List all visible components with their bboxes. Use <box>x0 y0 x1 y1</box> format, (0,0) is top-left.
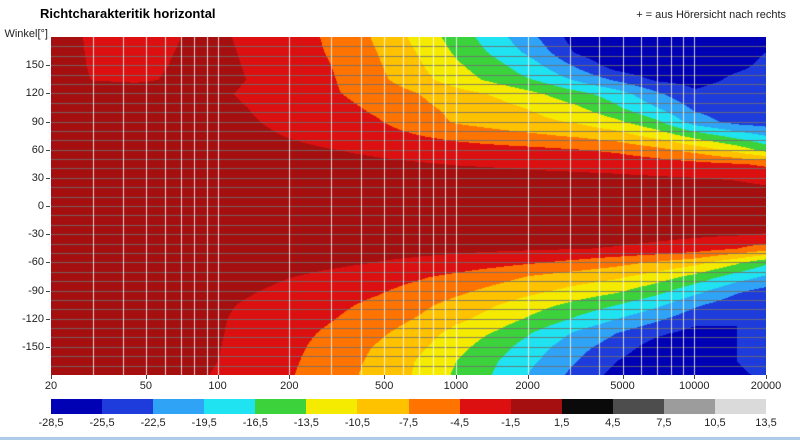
legend-swatch <box>204 399 256 414</box>
x-tick-mark <box>456 375 457 379</box>
y-tick-mark <box>46 92 50 94</box>
x-tick-mark <box>694 375 695 379</box>
y-tick-mark <box>46 177 50 179</box>
heatmap-canvas <box>51 37 766 375</box>
legend-swatch <box>510 399 562 414</box>
legend-label: -10,5 <box>344 417 370 429</box>
y-tick-label: -150 <box>21 340 44 353</box>
legend-label: -4,5 <box>450 417 470 429</box>
x-tick-label: 1000 <box>443 380 469 392</box>
legend-label: -7,5 <box>399 417 418 429</box>
legend-swatch <box>561 399 613 414</box>
legend-swatch <box>663 399 716 414</box>
x-tick-mark <box>146 375 147 379</box>
x-tick-mark <box>528 375 529 379</box>
x-tick-mark <box>623 375 624 379</box>
heatmap-plot-area <box>51 37 766 375</box>
window-bottom-border <box>0 437 800 440</box>
y-tick-label: 0 <box>37 200 44 212</box>
x-tick-label: 2000 <box>515 380 540 392</box>
x-tick-mark <box>289 375 290 379</box>
legend-swatch <box>306 399 358 414</box>
y-tick-mark <box>46 233 50 235</box>
y-tick-label: 150 <box>25 59 44 72</box>
y-tick-mark <box>46 64 50 66</box>
y-tick-label: -120 <box>21 312 44 325</box>
legend-swatch <box>51 399 103 414</box>
x-tick-label: 5000 <box>610 380 635 392</box>
x-tick-label: 100 <box>208 380 227 392</box>
legend-swatch <box>408 399 460 414</box>
y-tick-mark <box>46 149 50 151</box>
page-title: Richtcharakteritik horizontal <box>40 6 216 21</box>
legend-label: -1,5 <box>501 417 521 429</box>
x-tick-mark <box>218 375 219 379</box>
x-tick-mark <box>766 375 767 379</box>
orientation-note: + = aus Hörersicht nach rechts <box>636 9 786 21</box>
y-tick-label: -90 <box>28 284 44 297</box>
y-tick-label: 120 <box>25 87 44 100</box>
y-tick-label: 60 <box>31 143 44 156</box>
x-tick-label: 20000 <box>750 380 782 392</box>
legend-swatch <box>102 399 154 414</box>
x-tick-mark <box>51 375 52 379</box>
legend-swatch <box>357 399 409 414</box>
legend-label: -28,5 <box>38 417 64 429</box>
legend-label: -19,5 <box>191 417 217 429</box>
legend-label: -16,5 <box>242 417 268 429</box>
legend-colorbar <box>51 399 767 414</box>
legend-swatch <box>612 399 664 414</box>
y-tick-mark <box>46 121 50 123</box>
y-tick-mark <box>46 346 50 348</box>
legend-label: -25,5 <box>89 417 115 429</box>
legend-label: 1,5 <box>554 417 570 429</box>
legend-label: 10,5 <box>704 417 726 429</box>
x-tick-label: 50 <box>139 380 152 392</box>
y-axis-title: Winkel[°] <box>4 28 48 40</box>
legend-swatch <box>459 399 511 414</box>
legend-swatch <box>255 399 307 414</box>
legend-label: 13,5 <box>755 417 777 429</box>
y-tick-mark <box>46 318 50 320</box>
x-tick-mark <box>384 375 385 379</box>
legend-label: 4,5 <box>605 417 621 429</box>
y-tick-mark <box>46 290 50 292</box>
x-tick-label: 500 <box>374 380 394 392</box>
legend-label: 7,5 <box>656 417 672 429</box>
x-tick-label: 20 <box>44 380 58 392</box>
x-tick-label: 200 <box>280 380 299 392</box>
x-tick-label: 10000 <box>678 380 710 392</box>
y-tick-label: -60 <box>28 256 44 269</box>
y-tick-mark <box>46 205 50 207</box>
y-tick-label: 30 <box>31 171 44 184</box>
legend-label: -13,5 <box>293 417 319 429</box>
y-tick-mark <box>46 261 50 263</box>
y-tick-label: -30 <box>28 228 44 241</box>
legend-swatch <box>153 399 205 414</box>
legend-label: -22,5 <box>140 417 166 429</box>
legend-swatch <box>715 399 767 414</box>
y-tick-label: 90 <box>31 115 44 128</box>
